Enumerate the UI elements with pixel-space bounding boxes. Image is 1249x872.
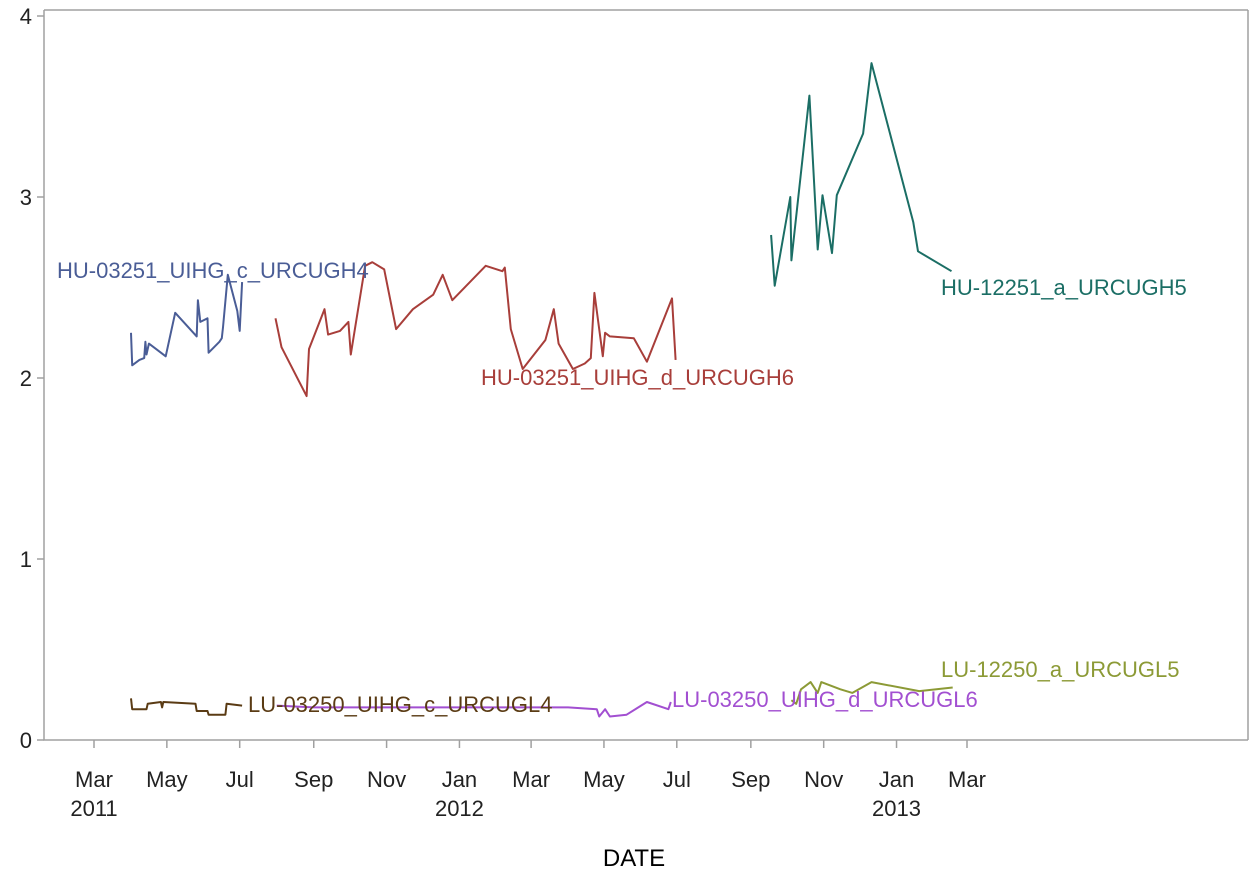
x-tick-year-label: 2011 — [70, 796, 117, 821]
x-tick-month-label: Sep — [294, 767, 333, 792]
x-axis-title: DATE — [603, 845, 665, 872]
x-tick-month-label: Mar — [512, 767, 550, 792]
x-tick-month-label: Jan — [879, 767, 914, 792]
y-tick-label: 0 — [20, 728, 32, 753]
series-label-5: LU-03250_UIHG_d_URCUGL6 — [672, 687, 978, 712]
y-tick-label: 3 — [20, 185, 32, 210]
y-tick-label: 2 — [20, 366, 32, 391]
series-label-6: LU-12250_a_URCUGL5 — [941, 657, 1179, 682]
x-axis: Mar 2011 May Jul Sep Nov Jan 2012 Mar May Jul Sep No… — [70, 740, 986, 821]
x-tick-month-label: Sep — [731, 767, 770, 792]
series-line-2 — [274, 261, 677, 398]
x-tick-month-label: May — [583, 767, 625, 792]
series-line-4 — [130, 698, 243, 716]
series-label-3: HU-12251_a_URCUGH5 — [941, 275, 1187, 300]
x-tick-year-label: 2012 — [435, 796, 484, 821]
x-tick-month-label: May — [146, 767, 188, 792]
series-line-1 — [130, 273, 244, 367]
x-tick-month-label: Jul — [663, 767, 691, 792]
x-tick-month-label: Mar — [948, 767, 986, 792]
x-tick-month-label: Jan — [442, 767, 477, 792]
series-labels: HU-03251_UIHG_c_URCUGH4 HU-03251_UIHG_d_U… — [57, 258, 1187, 717]
series-line-3 — [770, 62, 953, 287]
y-tick-label: 1 — [20, 547, 32, 572]
x-tick-month-label: Jul — [226, 767, 254, 792]
y-axis: 0 1 2 3 4 — [20, 4, 1249, 753]
x-tick-month-label: Mar — [75, 767, 113, 792]
series-label-4: LU-03250_UIHG_c_URCUGL4 — [248, 692, 552, 717]
series-label-2: HU-03251_UIHG_d_URCUGH6 — [481, 365, 794, 390]
y-tick-label: 4 — [20, 4, 32, 29]
series-label-1: HU-03251_UIHG_c_URCUGH4 — [57, 258, 369, 283]
x-tick-month-label: Nov — [367, 767, 406, 792]
series-line-5 — [276, 701, 672, 718]
series-line-6 — [790, 681, 953, 705]
series-lines — [130, 62, 953, 718]
x-tick-year-label: 2013 — [872, 796, 921, 821]
x-tick-month-label: Nov — [804, 767, 843, 792]
